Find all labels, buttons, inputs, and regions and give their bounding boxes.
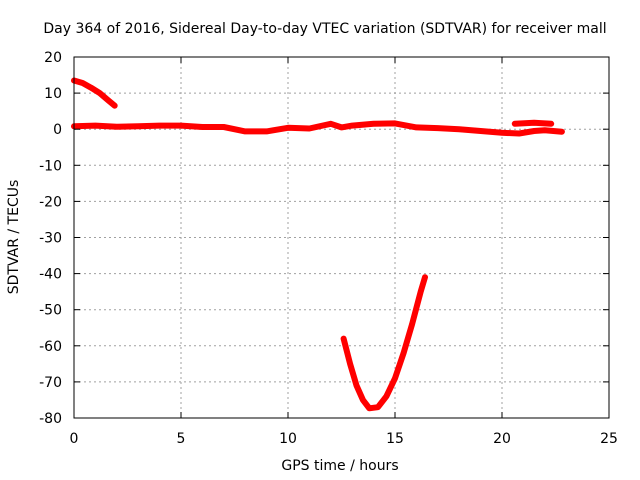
series-line-2	[71, 77, 118, 109]
x-tick-label: 5	[177, 431, 186, 447]
chart-title: Day 364 of 2016, Sidereal Day-to-day VTE…	[43, 21, 606, 37]
y-tick-label: -50	[39, 303, 62, 319]
y-tick-label: 20	[44, 50, 62, 66]
y-tick-label: 10	[44, 86, 62, 102]
x-axis-label: GPS time / hours	[281, 458, 398, 474]
y-tick-label: -40	[39, 267, 62, 283]
series-line-4	[340, 274, 428, 412]
series-layer	[71, 77, 565, 412]
y-tick-label: -30	[39, 231, 62, 247]
x-tick-label: 20	[493, 431, 511, 447]
y-tick-label: 0	[53, 122, 62, 138]
y-tick-label: -70	[39, 375, 62, 391]
y-tick-label: -60	[39, 339, 62, 355]
y-axis-label: SDTVAR / TECUs	[6, 180, 22, 295]
x-tick-label: 0	[70, 431, 79, 447]
series-line-1	[71, 120, 565, 137]
grid	[74, 57, 609, 418]
y-tick-label: -10	[39, 158, 62, 174]
y-tick-label: -20	[39, 194, 62, 210]
y-tick-label: -80	[39, 411, 62, 427]
x-tick-label: 10	[279, 431, 297, 447]
x-tick-label: 15	[386, 431, 404, 447]
ticks: 0 5 10 15 20 25 20 10 0 -10 -20 -30 -40 -50 -60 -70 -80	[39, 50, 618, 447]
series-line-3	[511, 119, 555, 127]
x-tick-label: 25	[600, 431, 618, 447]
